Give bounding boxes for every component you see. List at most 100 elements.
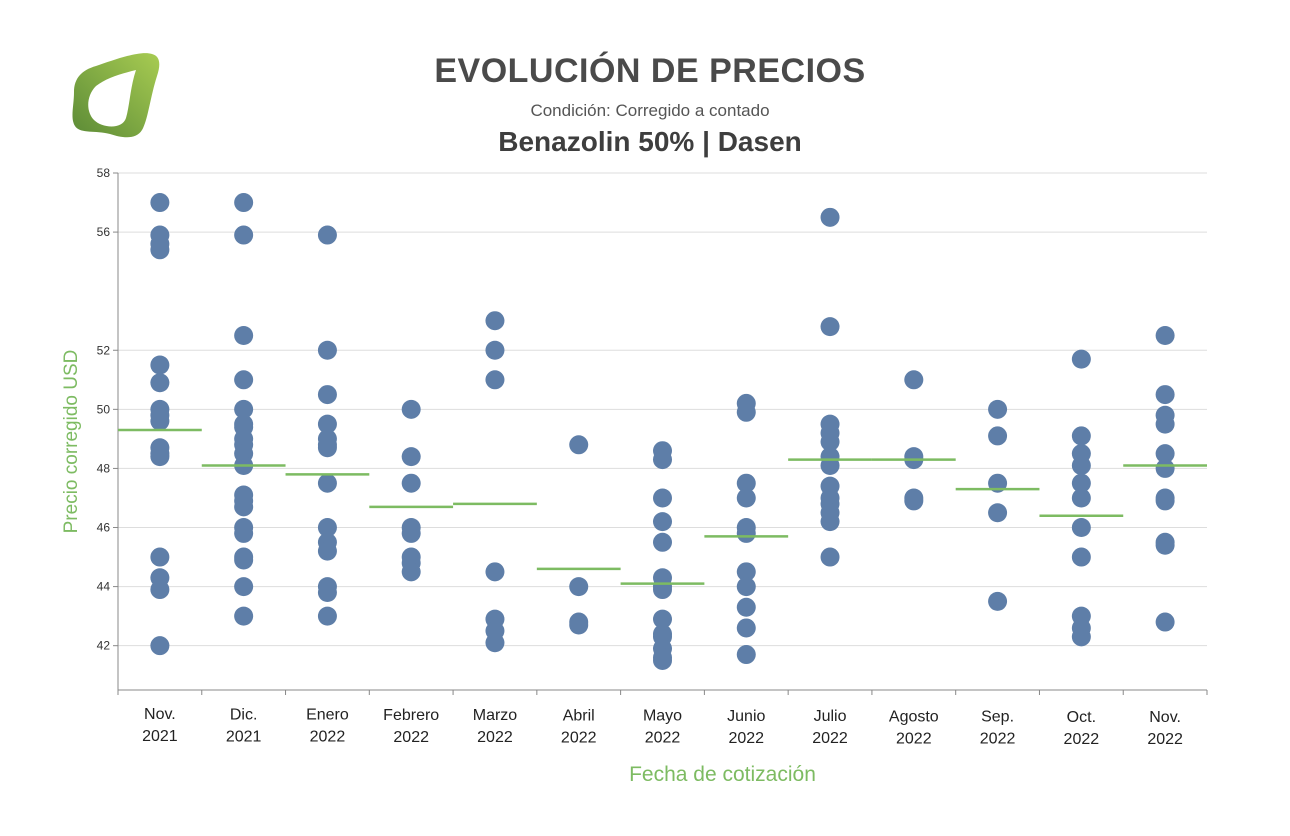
data-point bbox=[820, 207, 840, 227]
y-tick-label: 52 bbox=[97, 343, 111, 357]
data-point bbox=[234, 325, 254, 345]
data-point bbox=[569, 435, 589, 455]
x-tick-label: Abril 2022 bbox=[561, 707, 597, 746]
data-point bbox=[569, 615, 589, 635]
data-point bbox=[234, 523, 254, 543]
x-tick-label: Mayo 2022 bbox=[643, 708, 682, 747]
x-tick-label: Dic. 2021 bbox=[226, 706, 262, 745]
x-axis-title: Fecha de cotización bbox=[629, 763, 816, 786]
data-point bbox=[1155, 535, 1175, 555]
data-point bbox=[485, 562, 505, 582]
x-tick-label: Nov. 2021 bbox=[142, 706, 178, 745]
data-point bbox=[820, 547, 840, 567]
data-point bbox=[234, 399, 254, 419]
data-point bbox=[653, 650, 672, 670]
data-point bbox=[234, 193, 254, 213]
data-point bbox=[1071, 547, 1091, 567]
data-point bbox=[988, 591, 1008, 611]
x-tick-label: Marzo 2022 bbox=[473, 707, 518, 746]
data-point bbox=[904, 491, 924, 511]
data-point bbox=[1155, 325, 1175, 345]
data-point bbox=[653, 512, 672, 532]
data-point bbox=[485, 370, 505, 390]
data-point bbox=[569, 577, 589, 597]
data-point bbox=[317, 583, 337, 603]
data-point bbox=[1071, 518, 1091, 538]
x-tick-label: Junio 2022 bbox=[727, 708, 765, 747]
data-point bbox=[234, 370, 254, 390]
data-point bbox=[150, 193, 170, 213]
data-point bbox=[1155, 444, 1175, 464]
x-tick-label: Enero 2022 bbox=[306, 707, 349, 746]
data-point bbox=[150, 636, 170, 656]
y-axis-title: Precio corregido USD bbox=[61, 350, 82, 534]
y-tick-label: 50 bbox=[97, 402, 111, 416]
data-point bbox=[401, 473, 421, 493]
data-point bbox=[1071, 488, 1091, 508]
data-point bbox=[1155, 612, 1175, 632]
data-point bbox=[1071, 349, 1091, 369]
y-tick-label: 42 bbox=[97, 639, 111, 653]
data-point bbox=[150, 240, 170, 260]
data-point bbox=[736, 597, 756, 617]
data-point bbox=[736, 488, 756, 508]
data-point bbox=[653, 532, 672, 552]
data-point bbox=[485, 311, 505, 331]
data-point bbox=[1155, 458, 1175, 478]
product-name: Benazolin 50% | Dasen bbox=[498, 126, 802, 157]
data-point bbox=[317, 541, 337, 561]
x-tick-label: Sep. 2022 bbox=[980, 709, 1016, 748]
data-point bbox=[317, 473, 337, 493]
data-point bbox=[317, 518, 337, 538]
data-point bbox=[317, 606, 337, 626]
data-point bbox=[736, 562, 756, 582]
data-point bbox=[820, 317, 840, 337]
data-point bbox=[317, 225, 337, 245]
data-point bbox=[317, 414, 337, 434]
data-point bbox=[653, 450, 672, 470]
x-tick-label: Nov. 2022 bbox=[1147, 709, 1183, 748]
data-point bbox=[401, 562, 421, 582]
data-point bbox=[150, 411, 170, 431]
y-tick-label: 46 bbox=[97, 521, 111, 535]
data-point bbox=[653, 609, 672, 629]
y-tick-label: 48 bbox=[97, 461, 111, 475]
chart-title: EVOLUCIÓN DE PRECIOS bbox=[434, 52, 866, 90]
data-point bbox=[736, 645, 756, 665]
data-point bbox=[736, 523, 756, 543]
mean-lines bbox=[118, 428, 1207, 585]
data-point bbox=[234, 225, 254, 245]
data-point bbox=[317, 340, 337, 360]
data-point bbox=[150, 373, 170, 393]
axes bbox=[113, 172, 1208, 695]
data-point bbox=[736, 577, 756, 597]
data-point bbox=[653, 488, 672, 508]
data-point bbox=[485, 340, 505, 360]
data-point bbox=[1071, 473, 1091, 493]
y-tick-label: 56 bbox=[97, 225, 111, 239]
data-point bbox=[1071, 455, 1091, 475]
data-point bbox=[401, 523, 421, 543]
data-points bbox=[150, 193, 1175, 670]
data-point bbox=[1155, 414, 1175, 434]
data-point bbox=[904, 370, 924, 390]
data-point bbox=[150, 447, 170, 467]
data-point bbox=[317, 438, 337, 458]
x-tick-label: Febrero 2022 bbox=[383, 707, 439, 746]
data-point bbox=[820, 432, 840, 452]
data-point bbox=[1071, 627, 1091, 647]
data-point bbox=[1155, 491, 1175, 511]
data-point bbox=[234, 497, 254, 517]
data-point bbox=[150, 355, 170, 375]
data-point bbox=[988, 399, 1008, 419]
data-point bbox=[150, 547, 170, 567]
data-point bbox=[317, 385, 337, 405]
data-point bbox=[736, 473, 756, 493]
data-point bbox=[150, 580, 170, 600]
x-tick-label: Oct. 2022 bbox=[1064, 709, 1100, 748]
data-point bbox=[1155, 385, 1175, 405]
data-point bbox=[736, 402, 756, 422]
data-point bbox=[820, 512, 840, 532]
data-point bbox=[736, 618, 756, 638]
